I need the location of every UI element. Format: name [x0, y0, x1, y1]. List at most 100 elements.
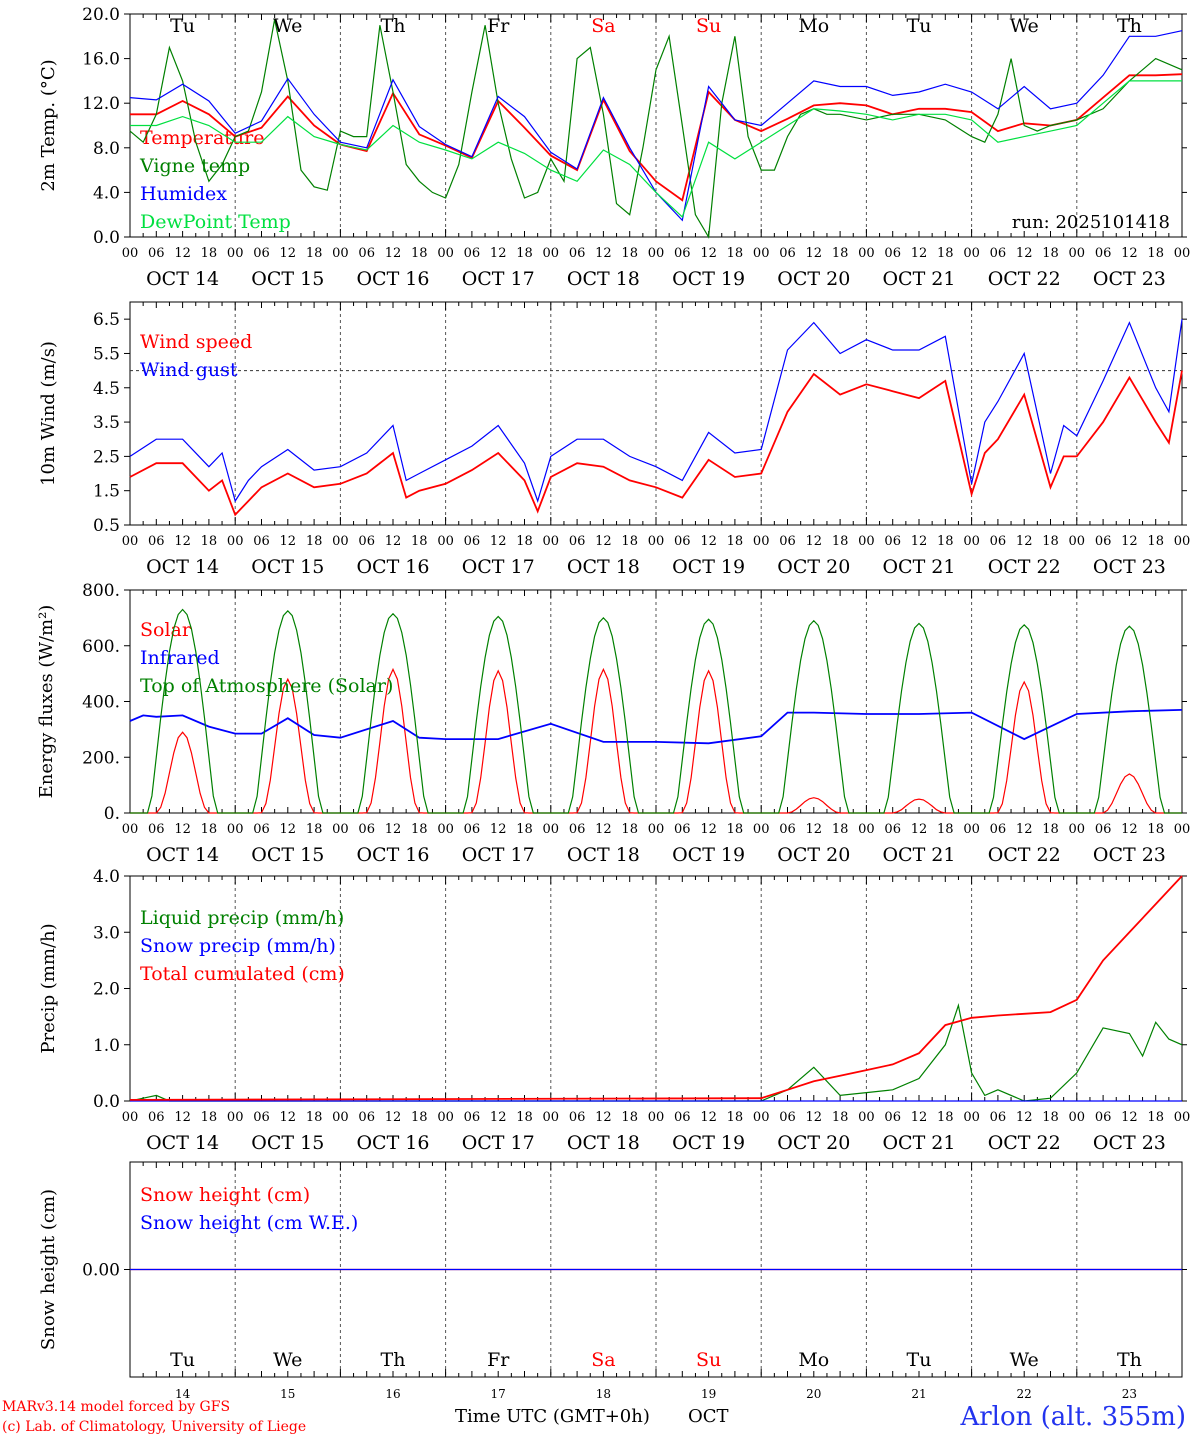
- day-number-label: 14: [175, 1387, 191, 1401]
- date-label: OCT 23: [1093, 844, 1166, 866]
- date-label: OCT 20: [777, 844, 850, 866]
- legend-vigne-temp: Vigne temp: [139, 155, 250, 177]
- y-tick-label: 16.0: [82, 50, 120, 70]
- hour-tick-label: 00: [227, 1110, 244, 1125]
- hour-tick-label: 00: [648, 1110, 665, 1125]
- hour-tick-label: 00: [1069, 1110, 1086, 1125]
- date-label: OCT 14: [146, 1132, 219, 1154]
- hour-tick-label: 06: [1095, 246, 1112, 261]
- date-label: OCT 20: [777, 268, 850, 290]
- hour-tick-label: 06: [358, 534, 375, 549]
- hour-tick-label: 06: [884, 534, 901, 549]
- hour-tick-label: 12: [806, 822, 823, 837]
- date-label: OCT 23: [1093, 1132, 1166, 1154]
- y-tick-label: 4.5: [93, 379, 120, 399]
- hour-tick-label: 06: [148, 1110, 165, 1125]
- hour-tick-label: 06: [569, 534, 586, 549]
- series-line-dewpoint-temp: [130, 80, 1182, 218]
- date-label: OCT 17: [462, 556, 535, 578]
- hour-tick-label: 12: [490, 822, 507, 837]
- hour-tick-label: 18: [621, 534, 638, 549]
- y-tick-label: 3.0: [93, 923, 120, 943]
- hour-tick-label: 12: [595, 534, 612, 549]
- hour-tick-label: 18: [516, 822, 533, 837]
- hour-tick-label: 00: [227, 246, 244, 261]
- hour-tick-label: 06: [674, 1110, 691, 1125]
- date-label: OCT 17: [462, 268, 535, 290]
- series-line-wind-speed: [129, 370, 1183, 517]
- hour-tick-label: 12: [700, 246, 717, 261]
- date-label: OCT 20: [777, 556, 850, 578]
- hour-tick-label: 06: [569, 1110, 586, 1125]
- hour-tick-label: 18: [411, 1110, 428, 1125]
- hour-tick-label: 00: [963, 1110, 980, 1125]
- footer-credit-line2: (c) Lab. of Climatology, University of L…: [2, 1419, 307, 1435]
- hour-tick-label: 18: [621, 246, 638, 261]
- hour-tick-label: 18: [937, 822, 954, 837]
- day-number-label: 19: [701, 1387, 716, 1401]
- hour-tick-label: 12: [385, 1110, 402, 1125]
- hour-tick-label: 06: [253, 246, 270, 261]
- y-tick-label: 0.00: [82, 1261, 120, 1281]
- hour-tick-label: 12: [911, 822, 928, 837]
- day-number-label: 22: [1017, 1387, 1032, 1401]
- hour-tick-label: 06: [884, 1110, 901, 1125]
- date-label: OCT 19: [672, 844, 745, 866]
- hour-tick-label: 12: [280, 534, 297, 549]
- hour-tick-label: 06: [779, 822, 796, 837]
- hour-tick-label: 06: [358, 822, 375, 837]
- weekday-label-bottom: Mo: [798, 1349, 829, 1371]
- weekday-label-bottom: Th: [1117, 1349, 1142, 1371]
- panel-frame-2: [129, 589, 1183, 814]
- date-label: OCT 19: [672, 556, 745, 578]
- series-line-top-of-atmosphere-solar-: [130, 608, 1182, 814]
- series-line-wind-gust: [129, 319, 1183, 503]
- date-label: OCT 21: [882, 1132, 955, 1154]
- hour-tick-label: 06: [148, 822, 165, 837]
- date-label: OCT 16: [356, 844, 429, 866]
- station-label: Arlon (alt. 355m): [960, 1402, 1186, 1432]
- hour-tick-label: 06: [1095, 822, 1112, 837]
- panel-frame-1: [129, 301, 1183, 526]
- xaxis-title: Time UTC (GMT+0h): [455, 1406, 650, 1427]
- weekday-label-top: Th: [1117, 15, 1142, 37]
- legend-snow-height-cm-: Snow height (cm): [140, 1184, 310, 1206]
- hour-tick-label: 18: [516, 1110, 533, 1125]
- hour-tick-label: 06: [464, 534, 481, 549]
- date-label: OCT 15: [251, 1132, 324, 1154]
- day-number-label: 20: [806, 1387, 821, 1401]
- hour-tick-label: 18: [621, 1110, 638, 1125]
- weekday-label-bottom: Sa: [591, 1349, 615, 1371]
- hour-tick-label: 06: [990, 1110, 1007, 1125]
- weekday-label-top: Th: [381, 15, 406, 37]
- legend-temperature: Temperature: [140, 127, 264, 149]
- weekday-label-bottom: We: [1010, 1349, 1039, 1371]
- hour-tick-label: 06: [1095, 534, 1112, 549]
- hour-tick-label: 00: [437, 534, 454, 549]
- hour-tick-label: 00: [858, 246, 875, 261]
- hour-tick-label: 12: [911, 246, 928, 261]
- legend-snow-height-cm-w-e-: Snow height (cm W.E.): [140, 1212, 358, 1234]
- series-line-vigne-temp: [129, 19, 1183, 239]
- hour-tick-label: 12: [1016, 1110, 1033, 1125]
- hour-tick-label: 06: [253, 1110, 270, 1125]
- hour-tick-label: 00: [332, 1110, 349, 1125]
- legend-total-cumulated-cm-: Total cumulated (cm): [140, 963, 345, 985]
- y-tick-label: 600.: [82, 637, 120, 657]
- weekday-label-top: We: [273, 15, 302, 37]
- hour-tick-label: 18: [201, 246, 218, 261]
- weekday-label-bottom: Th: [381, 1349, 406, 1371]
- hour-tick-label: 00: [753, 246, 770, 261]
- hour-tick-label: 18: [516, 246, 533, 261]
- y-tick-label: 200.: [82, 748, 120, 768]
- date-label: OCT 18: [567, 268, 640, 290]
- y-tick-label: 0.5: [93, 516, 120, 536]
- hour-tick-label: 12: [174, 246, 191, 261]
- hour-tick-label: 12: [595, 1110, 612, 1125]
- date-label: OCT 14: [146, 844, 219, 866]
- hour-tick-label: 00: [858, 1110, 875, 1125]
- hour-tick-label: 06: [148, 246, 165, 261]
- hour-tick-label: 06: [990, 534, 1007, 549]
- hour-tick-label: 12: [280, 246, 297, 261]
- hour-tick-label: 06: [253, 822, 270, 837]
